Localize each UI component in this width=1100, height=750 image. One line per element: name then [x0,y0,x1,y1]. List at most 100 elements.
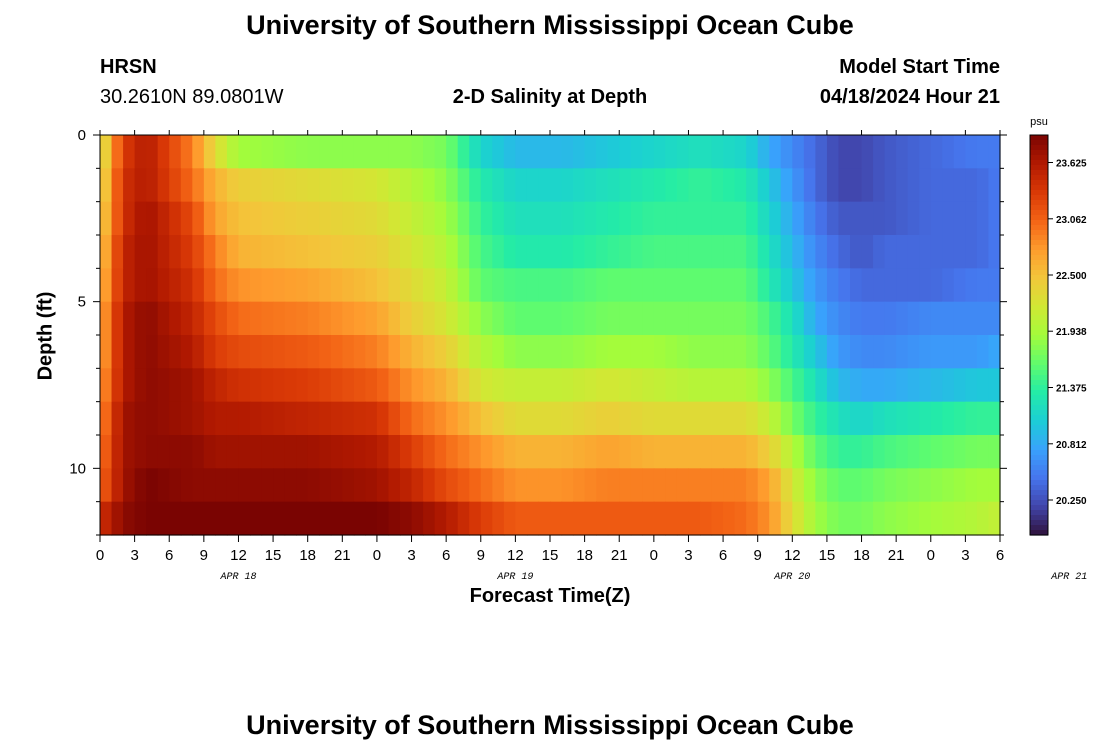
heatmap-cell [896,468,909,503]
heatmap-cell [746,168,759,203]
heatmap-cell [711,335,724,369]
heatmap-cell [919,268,932,303]
heatmap-cell [550,435,563,469]
heatmap-cell [157,201,170,236]
colorbar-segment [1030,210,1048,216]
heatmap-cell [573,235,586,269]
heatmap-cell [803,168,816,203]
heatmap-cell [203,468,216,503]
colorbar-segment [1030,470,1048,476]
heatmap-cell [284,468,297,503]
heatmap-cell [250,501,263,536]
heatmap-cell [826,368,840,403]
heatmap-cell [480,168,493,203]
heatmap-cell [653,335,666,369]
heatmap-cell [134,368,147,403]
heatmap-cell [688,235,701,269]
heatmap-cell [123,301,136,336]
heatmap-cell [192,235,205,269]
heatmap-cell [723,135,736,169]
heatmap-cell [953,468,966,503]
heatmap-cell [180,168,193,203]
heatmap-cell [896,168,909,203]
heatmap-cell [688,368,701,403]
heatmap-cell [757,468,770,503]
heatmap-cell [457,168,470,203]
heatmap-cell [907,268,920,303]
heatmap-cell [157,168,170,203]
heatmap-cell [942,401,955,436]
heatmap-cell [446,335,459,369]
heatmap-cell [550,201,563,236]
heatmap-cell [342,368,355,403]
heatmap-cell [792,368,805,403]
heatmap-cell [365,268,378,303]
heatmap-cell [307,201,320,236]
heatmap-cell [250,301,263,336]
heatmap-cell [526,235,540,269]
x-tick-label: 0 [96,547,104,564]
heatmap-cell [769,435,782,469]
heatmap-cell [896,435,909,469]
heatmap-cell [873,335,886,369]
heatmap-cell [792,335,805,369]
heatmap-cell [873,401,886,436]
heatmap-cell [584,135,597,169]
heatmap-cell [723,435,736,469]
heatmap-cell [642,501,655,536]
heatmap-cell [111,435,124,469]
heatmap-cell [619,235,632,269]
heatmap-cell [503,368,516,403]
station-coords: 30.2610N 89.0801W [100,86,284,108]
heatmap-cell [203,235,216,269]
heatmap-cell [388,235,401,269]
heatmap-cell [469,201,482,236]
heatmap-cell [815,335,828,369]
heatmap-cell [480,235,493,269]
heatmap-cell [100,135,113,169]
heatmap-cell [907,435,920,469]
heatmap-cell [607,401,620,436]
heatmap-cell [157,501,170,536]
heatmap-cell [596,235,609,269]
heatmap-cell [169,201,182,236]
heatmap-cell [226,368,240,403]
heatmap-cell [873,301,886,336]
heatmap-cell [353,301,366,336]
heatmap-cell [746,435,759,469]
heatmap-cell [976,135,990,169]
heatmap-cell [711,268,724,303]
heatmap-cell [446,201,459,236]
heatmap-cell [238,401,251,436]
colorbar-unit: psu [1030,116,1048,128]
heatmap-cell [976,201,990,236]
heatmap-cell [630,201,643,236]
heatmap-cell [792,301,805,336]
heatmap-cell [907,335,920,369]
heatmap-cell [492,301,505,336]
heatmap-cell [757,235,770,269]
heatmap-cell [157,301,170,336]
heatmap-cell [630,135,643,169]
heatmap-cell [434,335,447,369]
heatmap-cell [757,268,770,303]
colorbar-segment [1030,235,1048,241]
heatmap-cell [123,335,136,369]
heatmap-cell [907,201,920,236]
heatmap-cell [769,301,782,336]
heatmap-cell [838,435,851,469]
heatmap-cell [803,235,816,269]
heatmap-cell [319,335,332,369]
heatmap-cell [861,201,874,236]
heatmap-cell [573,335,586,369]
colorbar-segment [1030,410,1048,416]
heatmap-cell [746,201,759,236]
x-tick-label: 6 [165,547,173,564]
heatmap-cell [365,368,378,403]
heatmap-cell [930,368,943,403]
colorbar-segment [1030,420,1048,426]
heatmap-cell [388,268,401,303]
heatmap-cell [319,368,332,403]
heatmap-cell [123,401,136,436]
heatmap-cell [700,201,713,236]
